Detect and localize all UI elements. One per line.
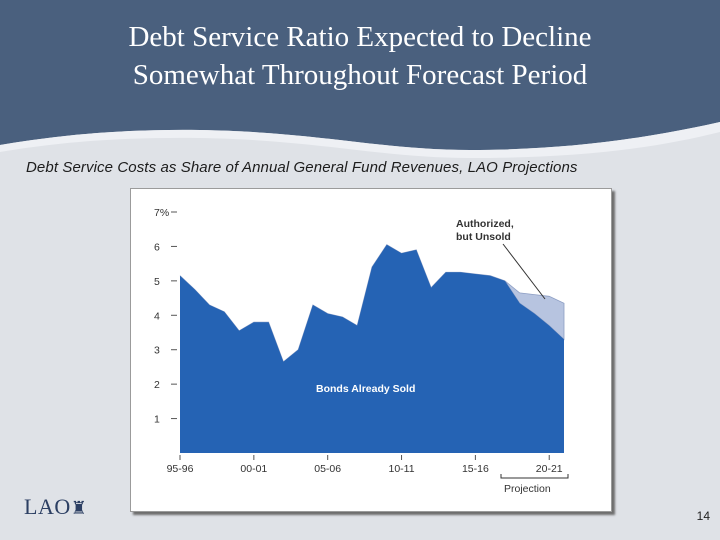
x-tick-label: 15-16 xyxy=(462,463,489,475)
x-tick-label: 05-06 xyxy=(314,463,341,475)
chart-annotations: Authorized, but Unsold Bonds Already Sol… xyxy=(316,218,569,495)
logo-text: LAO xyxy=(24,494,71,519)
page-title: Debt Service Ratio Expected to Decline S… xyxy=(0,18,720,94)
y-tick-label: 4 xyxy=(154,310,160,322)
chart-subtitle: Debt Service Costs as Share of Annual Ge… xyxy=(26,159,578,176)
annotation-authorized-line2: but Unsold xyxy=(456,231,511,243)
y-tick-label: 5 xyxy=(154,276,160,288)
y-tick-label: 3 xyxy=(154,345,160,357)
y-axis: 1 2 3 4 5 6 7% xyxy=(154,207,177,426)
page-number: 14 xyxy=(696,509,710,523)
lao-logo: LAO♜ xyxy=(24,494,87,520)
annotation-bonds-sold: Bonds Already Sold xyxy=(316,383,415,395)
y-tick-label: 6 xyxy=(154,241,160,253)
logo-mark-icon: ♜ xyxy=(70,498,88,518)
y-tick-label: 2 xyxy=(154,379,160,391)
chart-areas xyxy=(179,244,565,453)
x-tick-label: 10-11 xyxy=(388,463,414,475)
y-tick-label: 1 xyxy=(154,414,160,426)
header-band xyxy=(0,0,720,158)
series-area-bonds-sold xyxy=(180,244,564,453)
header-swoosh xyxy=(0,122,720,158)
y-tick-label: 7% xyxy=(154,207,169,219)
header-background xyxy=(0,0,720,150)
x-tick-label: 20-21 xyxy=(536,463,563,475)
x-tick-label: 00-01 xyxy=(240,463,267,475)
annotation-authorized-line1: Authorized, xyxy=(456,218,514,230)
x-axis: 95-96 00-01 05-06 10-11 15-16 20-21 xyxy=(167,455,563,475)
x-tick-label: 95-96 xyxy=(167,463,194,475)
annotation-leader-line xyxy=(502,243,546,300)
title-line-2: Somewhat Throughout Forecast Period xyxy=(132,59,588,91)
chart-container: 1 2 3 4 5 6 7% 95-96 00-01 05-06 10-11 15-16 20-21 … xyxy=(130,188,612,512)
title-line-1: Debt Service Ratio Expected to Decline xyxy=(128,21,592,53)
projection-bracket xyxy=(500,474,569,479)
projection-label: Projection xyxy=(504,483,551,495)
